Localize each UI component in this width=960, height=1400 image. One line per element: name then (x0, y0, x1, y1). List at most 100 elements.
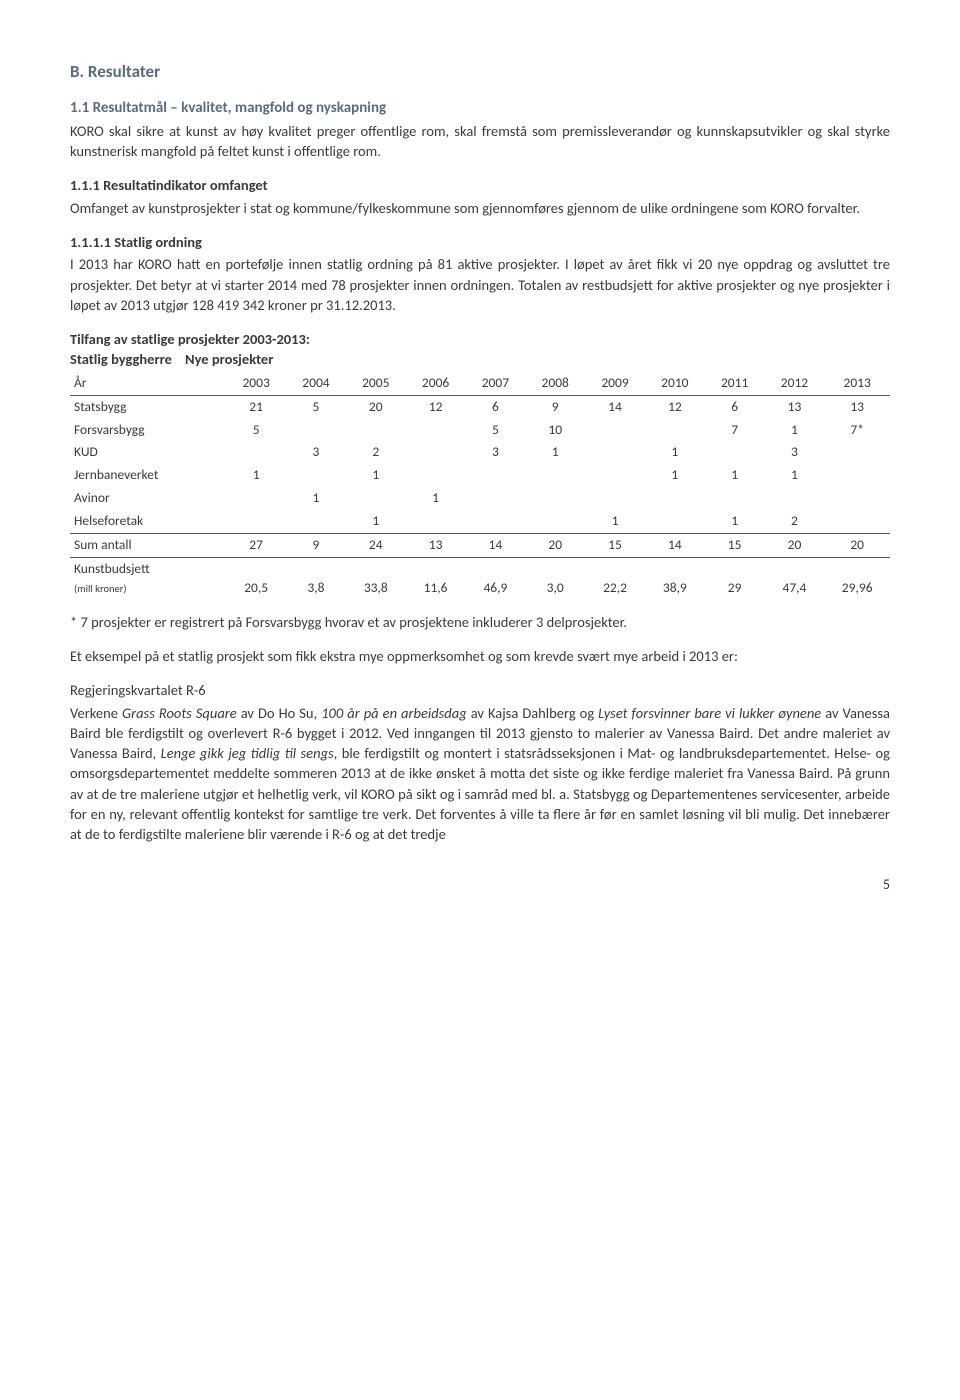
paragraph-6: Verkene Grass Roots Square av Do Ho Su, … (70, 703, 890, 845)
table-cell (645, 510, 705, 533)
table-budget-cell: 29 (705, 557, 765, 599)
table-cell (824, 464, 890, 487)
table-year-2006: 2006 (406, 372, 466, 395)
table-budget-cell: 33,8 (346, 557, 406, 599)
table-cell (585, 464, 645, 487)
table-cell: 3 (286, 441, 346, 464)
table-sum-cell: 20 (824, 534, 890, 558)
table-sum-cell: 13 (406, 534, 466, 558)
paragraph-5: Et eksempel på et statlig prosjekt som f… (70, 646, 890, 666)
table-row-label: KUD (70, 441, 226, 464)
table-row-label: Helseforetak (70, 510, 226, 533)
table-budget-label: Kunstbudsjett(mill kroner) (70, 557, 226, 599)
table-budget-cell: 11,6 (406, 557, 466, 599)
table-cell (346, 419, 406, 442)
table-cell: 12 (406, 395, 466, 418)
table-cell: 14 (585, 395, 645, 418)
table-row-label: Avinor (70, 487, 226, 510)
table-cell: 5 (226, 419, 286, 442)
table-sum-cell: 24 (346, 534, 406, 558)
table-cell: 1 (406, 487, 466, 510)
table-cell (525, 510, 585, 533)
paragraph-footnote: * 7 prosjekter er registrert på Forsvars… (70, 612, 890, 632)
table-cell: 12 (645, 395, 705, 418)
table-cell: 13 (765, 395, 825, 418)
table-cell (286, 419, 346, 442)
table-cell: 20 (346, 395, 406, 418)
table-row-label: Forsvarsbygg (70, 419, 226, 442)
table-cell: 5 (465, 419, 525, 442)
table-budget-cell: 20,5 (226, 557, 286, 599)
table-title: Tilfang av statlige prosjekter 2003-2013… (70, 329, 890, 349)
paragraph-3: I 2013 har KORO hatt en portefølje innen… (70, 254, 890, 315)
table-cell (465, 487, 525, 510)
table-cell (406, 464, 466, 487)
table-sum-cell: 15 (705, 534, 765, 558)
table-cell (525, 487, 585, 510)
paragraph-2: Omfanget av kunstprosjekter i stat og ko… (70, 198, 890, 218)
table-cell (286, 464, 346, 487)
table-cell: 1 (286, 487, 346, 510)
table-sum-cell: 9 (286, 534, 346, 558)
table-year-2005: 2005 (346, 372, 406, 395)
table-sum-label: Sum antall (70, 534, 226, 558)
table-row-label: Statsbygg (70, 395, 226, 418)
label-1-1-1-1: 1.1.1.1 Statlig ordning (70, 233, 202, 251)
table-cell (645, 419, 705, 442)
table-cell (406, 510, 466, 533)
project-title-r6: Regjeringskvartalet R-6 (70, 680, 890, 700)
table-cell (406, 419, 466, 442)
table-cell (585, 487, 645, 510)
table-sum-cell: 27 (226, 534, 286, 558)
table-cell: 2 (765, 510, 825, 533)
table-cell: 1 (645, 441, 705, 464)
table-year-2003: 2003 (226, 372, 286, 395)
table-cell (226, 441, 286, 464)
p6-b: Grass Roots Square (122, 704, 237, 722)
table-cell: 1 (765, 464, 825, 487)
table-subtitle-right: Nye prosjekter (185, 350, 273, 368)
table-cell: 6 (465, 395, 525, 418)
table-cell: 1 (346, 510, 406, 533)
table-cell: 5 (286, 395, 346, 418)
table-cell (645, 487, 705, 510)
table-cell: 9 (525, 395, 585, 418)
table-sum-cell: 14 (465, 534, 525, 558)
table-budget-cell: 46,9 (465, 557, 525, 599)
table-cell: 1 (525, 441, 585, 464)
table-cell (765, 487, 825, 510)
table-cell (585, 419, 645, 442)
table-cell (585, 441, 645, 464)
table-cell: 10 (525, 419, 585, 442)
table-row-label: Jernbaneverket (70, 464, 226, 487)
table-sum-cell: 20 (525, 534, 585, 558)
paragraph-1: KORO skal sikre at kunst av høy kvalitet… (70, 121, 890, 162)
table-cell (226, 510, 286, 533)
table-budget-cell: 3,0 (525, 557, 585, 599)
table-year-2013: 2013 (824, 372, 890, 395)
p6-h: Lenge gikk jeg tidlig til sengs (161, 744, 334, 762)
table-subtitle: Statlig byggherre Nye prosjekter (70, 349, 890, 369)
table-budget-cell: 29,96 (824, 557, 890, 599)
table-cell: 7* (824, 419, 890, 442)
table-cell (346, 487, 406, 510)
table-year-2011: 2011 (705, 372, 765, 395)
subheading-1-1: 1.1 Resultatmål – kvalitet, mangfold og … (70, 98, 890, 119)
table-cell: 3 (765, 441, 825, 464)
table-cell: 2 (346, 441, 406, 464)
table-cell (824, 487, 890, 510)
table-cell: 1 (765, 419, 825, 442)
projects-table: År20032004200520062007200820092010201120… (70, 372, 890, 600)
p6-a: Verkene (70, 704, 122, 722)
table-cell: 7 (705, 419, 765, 442)
table-cell (525, 464, 585, 487)
table-year-2010: 2010 (645, 372, 705, 395)
table-budget-cell: 47,4 (765, 557, 825, 599)
subheading-1-1-1: 1.1.1 Resultatindikator omfanget (70, 175, 890, 195)
table-year-2009: 2009 (585, 372, 645, 395)
table-cell: 21 (226, 395, 286, 418)
table-cell (824, 441, 890, 464)
label-1-1-1: 1.1.1 Resultatindikator omfanget (70, 176, 268, 194)
p6-c: av Do Ho Su, (237, 704, 322, 722)
table-cell: 3 (465, 441, 525, 464)
